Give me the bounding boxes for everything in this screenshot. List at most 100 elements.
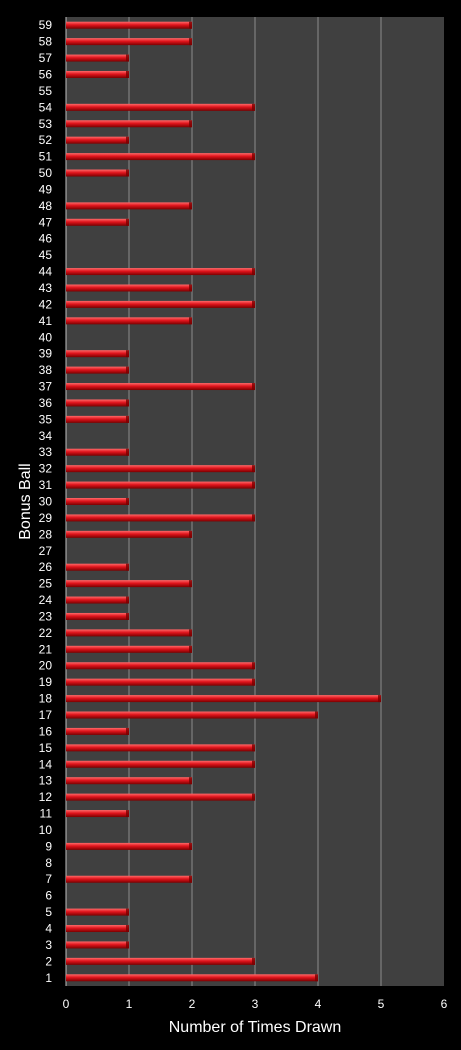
- bar: [66, 169, 129, 177]
- bar: [66, 941, 129, 949]
- bar-end: [315, 711, 318, 719]
- bar-end: [189, 120, 192, 128]
- y-tick-label: 2: [45, 954, 52, 968]
- y-tick-label: 56: [39, 67, 53, 81]
- y-tick-label: 30: [39, 495, 53, 509]
- bar: [66, 202, 192, 210]
- bar-end: [252, 383, 255, 391]
- bar-end: [189, 842, 192, 850]
- bar: [66, 350, 129, 358]
- y-tick-label: 59: [39, 18, 53, 32]
- bar-end: [126, 366, 129, 374]
- bar: [66, 925, 129, 933]
- bar: [66, 563, 129, 571]
- bar: [66, 136, 129, 144]
- y-tick-label: 28: [39, 527, 53, 541]
- bar-end: [252, 465, 255, 473]
- y-tick-label: 24: [39, 593, 53, 607]
- y-tick-label: 32: [39, 462, 53, 476]
- bar: [66, 366, 129, 374]
- bar: [66, 498, 129, 505]
- bar: [66, 842, 192, 850]
- bar: [66, 580, 192, 588]
- bar-end: [126, 169, 129, 177]
- bar-end: [189, 530, 192, 538]
- bar-end: [315, 974, 318, 982]
- bar-end: [126, 925, 129, 933]
- bar-end: [252, 300, 255, 308]
- bar-end: [126, 136, 129, 144]
- bar-end: [252, 103, 255, 111]
- y-tick-label: 45: [39, 248, 53, 262]
- y-tick-label: 58: [39, 35, 53, 49]
- y-tick-label: 4: [45, 922, 52, 936]
- y-tick-label: 29: [39, 511, 53, 525]
- y-tick-label: 13: [39, 774, 53, 788]
- bar-end: [189, 202, 192, 210]
- bar: [66, 760, 255, 768]
- bar: [66, 300, 255, 308]
- bar-end: [126, 908, 129, 916]
- bar-end: [126, 498, 129, 505]
- bar-end: [189, 284, 192, 292]
- y-tick-label: 42: [39, 297, 53, 311]
- x-tick-label: 5: [378, 997, 385, 1011]
- x-tick-label: 3: [252, 997, 259, 1011]
- bar: [66, 21, 192, 29]
- y-tick-label: 38: [39, 363, 53, 377]
- bar-end: [252, 153, 255, 161]
- y-axis-title: Bonus Ball: [17, 463, 34, 540]
- bar-end: [252, 481, 255, 489]
- bar: [66, 284, 192, 292]
- bar: [66, 629, 192, 637]
- y-tick-label: 48: [39, 199, 53, 213]
- bar: [66, 645, 192, 653]
- y-tick-label: 7: [45, 872, 52, 886]
- bar-end: [189, 645, 192, 653]
- bar: [66, 103, 255, 111]
- y-tick-label: 22: [39, 626, 53, 640]
- x-tick-label: 4: [315, 997, 322, 1011]
- bar-end: [126, 399, 129, 407]
- y-tick-label: 23: [39, 609, 53, 623]
- bar-end: [252, 793, 255, 801]
- y-tick-label: 35: [39, 412, 53, 426]
- y-tick-label: 40: [39, 330, 53, 344]
- y-tick-label: 21: [39, 642, 53, 656]
- y-tick-label: 20: [39, 659, 53, 673]
- bar-end: [252, 514, 255, 522]
- bar-end: [189, 629, 192, 637]
- y-tick-label: 39: [39, 347, 53, 361]
- bar-end: [126, 941, 129, 949]
- y-tick-label: 31: [39, 478, 53, 492]
- y-tick-label: 1: [45, 971, 52, 985]
- bar-end: [252, 957, 255, 965]
- x-axis-title: Number of Times Drawn: [169, 1019, 342, 1036]
- bar-end: [252, 268, 255, 276]
- bar-end: [189, 777, 192, 785]
- y-tick-label: 17: [39, 708, 53, 722]
- bar: [66, 481, 255, 489]
- y-tick-label: 11: [40, 807, 53, 821]
- bar-end: [126, 612, 129, 620]
- y-tick-label: 46: [39, 232, 53, 246]
- y-tick-label: 47: [39, 215, 53, 229]
- y-tick-label: 18: [39, 692, 53, 706]
- y-tick-label: 54: [39, 100, 53, 114]
- bar: [66, 70, 129, 78]
- bar-end: [126, 448, 129, 456]
- bar-end: [189, 875, 192, 883]
- y-tick-label: 41: [39, 314, 53, 328]
- y-tick-label: 8: [45, 856, 52, 870]
- y-tick-label: 53: [39, 117, 53, 131]
- x-tick-labels: 0 1 2 3 4 5 6: [63, 997, 448, 1011]
- bar: [66, 596, 129, 604]
- bar: [66, 153, 255, 161]
- bar: [66, 612, 129, 620]
- bar: [66, 810, 129, 818]
- bar-end: [252, 662, 255, 670]
- bar: [66, 317, 192, 325]
- bar: [66, 530, 192, 538]
- y-tick-label: 27: [39, 544, 53, 558]
- bar-end: [126, 415, 129, 423]
